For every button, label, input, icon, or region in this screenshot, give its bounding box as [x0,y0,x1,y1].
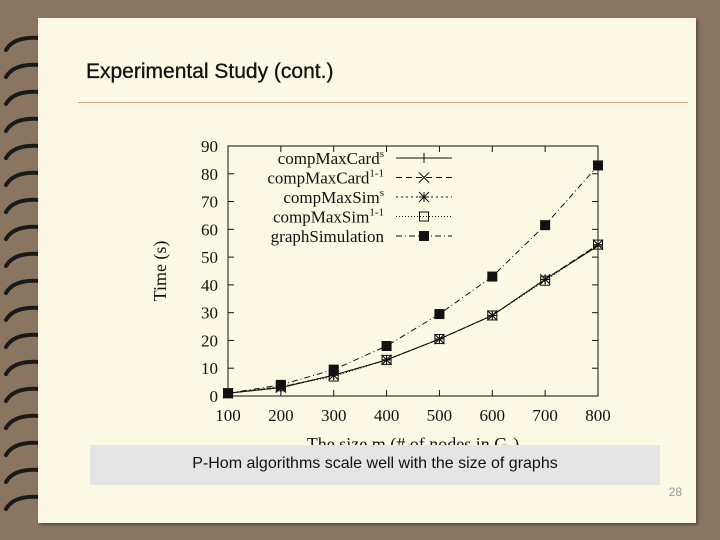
legend-label: compMaxCard1-1 [267,168,384,188]
legend-label: compMaxSims [283,187,384,207]
y-tick-label: 90 [201,137,218,156]
y-tick-label: 40 [201,276,218,295]
series-line [227,244,599,394]
legend-item: compMaxSims [283,187,452,207]
filled-square-marker [328,364,339,375]
asterisk-marker [418,191,430,203]
ring-wire [4,35,42,52]
open-square-marker [419,211,429,222]
y-tick-label: 0 [210,387,219,406]
series-line [227,165,599,394]
legend-item: compMaxCards [278,148,452,168]
filled-square-marker [593,160,603,171]
open-square-marker [381,354,392,365]
ring-wire [4,332,42,349]
page-number: 28 [668,485,682,499]
x-tick-label: 800 [585,406,611,425]
plus-marker [419,153,429,163]
slide-page: Experimental Study (cont.) 0 10 20 30 40 50 60… [38,18,696,523]
filled-square-marker [381,341,392,351]
filled-square-marker [419,231,429,241]
ring-wire [4,494,42,511]
open-square-marker [540,275,551,286]
asterisk-marker [539,273,551,285]
plot-frame [227,145,599,397]
legend-item: graphSimulation [271,227,452,246]
asterisk-marker [328,369,340,381]
x-tick-label: 500 [427,406,453,425]
series-1 [223,241,603,399]
y-axis-label: Time (s) [150,241,171,302]
legend-label: graphSimulation [271,227,385,246]
open-square-marker [434,334,445,345]
ring-wire [4,413,42,430]
series-line [227,244,599,394]
ring-wire [4,62,42,79]
y-tick-label: 30 [201,304,218,323]
title-divider [78,102,688,103]
x-tick-label: 400 [374,406,400,425]
ring-wire [4,224,42,241]
legend-label: compMaxCards [278,148,384,168]
asterisk-marker [592,239,604,250]
ring-wire [4,89,42,106]
legend: compMaxCardscompMaxCard1-1compMaxSimscom… [267,148,452,246]
slide-title: Experimental Study (cont.) [86,60,334,83]
x-tick-label: 300 [321,406,347,425]
y-tick-label: 10 [201,359,218,378]
x-tick-label: 200 [268,406,294,425]
ring-wire [4,143,42,160]
ring-wire [4,305,42,322]
series-line [227,245,599,394]
asterisk-marker [486,310,498,321]
filled-square-marker [223,388,233,399]
ring-wire [4,278,42,295]
ring-wire [4,386,42,403]
x-tick-label: 100 [215,406,241,425]
y-tick-label: 20 [201,331,218,350]
filled-square-marker [487,271,498,282]
open-square-marker [487,310,498,321]
ring-wire [4,467,42,484]
y-tick-label: 80 [201,165,218,184]
cross-marker [418,172,430,183]
filled-square-marker [275,379,286,390]
ring-wire [4,116,42,133]
series-5 [223,160,603,399]
ring-wire [4,170,42,187]
caption-box: P-Hom algorithms scale well with the siz… [90,445,660,485]
series-3 [222,239,604,399]
legend-label: compMaxSim1-1 [273,207,384,227]
x-tick-label: 600 [480,406,506,425]
x-tick-label: 700 [532,406,558,425]
ring-wire [4,251,42,268]
ring-wire [4,440,42,457]
legend-item: compMaxCard1-1 [267,168,452,188]
series-line [227,244,599,394]
y-tick-label: 60 [201,220,218,239]
line-chart: 0 10 20 30 40 50 60 70 80 90 100 200 300 400 500 600 700… [150,137,611,453]
ring-wire [4,197,42,214]
filled-square-marker [434,309,445,320]
series-4 [223,239,603,399]
filled-square-marker [540,220,551,231]
slide-caption: P-Hom algorithms scale well with the siz… [192,455,558,472]
legend-item: compMaxSim1-1 [273,207,452,227]
ring-wire [4,359,42,376]
series-2 [222,239,604,399]
y-tick-label: 50 [201,248,218,267]
y-tick-label: 70 [201,193,218,212]
open-square-marker [593,239,603,250]
